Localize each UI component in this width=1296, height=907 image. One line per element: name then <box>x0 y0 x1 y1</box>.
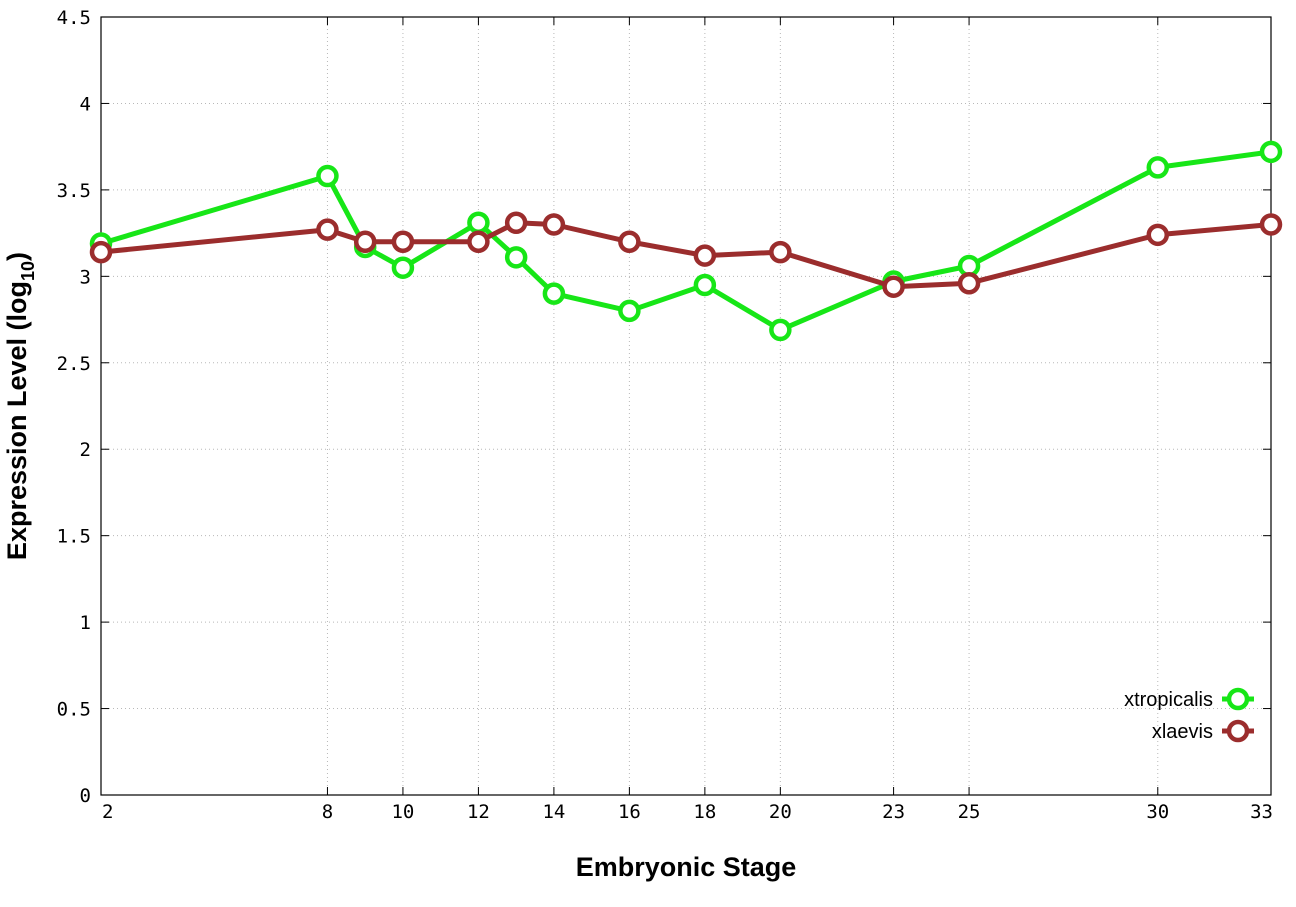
x-tick-label: 33 <box>1250 801 1273 823</box>
y-axis-title-subscript: 10 <box>18 261 38 281</box>
y-tick-label: 3.5 <box>57 180 91 202</box>
data-point-xlaevis <box>1259 213 1283 236</box>
y-axis-title: Expression Level (log10) <box>2 252 38 560</box>
data-point-xlaevis <box>353 230 377 254</box>
data-point-xtropicalis <box>504 246 528 269</box>
x-tick-label: 14 <box>542 801 565 823</box>
data-point-xlaevis <box>391 230 415 254</box>
y-tick-label: 2.5 <box>57 353 91 375</box>
x-tick-label: 20 <box>769 801 792 823</box>
data-point-xlaevis <box>957 271 981 295</box>
x-tick-label: 2 <box>102 801 113 823</box>
data-point-xtropicalis <box>316 164 339 188</box>
data-point-xlaevis <box>542 213 566 236</box>
x-axis-title: Embryonic Stage <box>576 852 797 882</box>
data-point-xlaevis <box>882 275 905 298</box>
data-point-xlaevis <box>316 218 339 241</box>
x-tick-label: 16 <box>618 801 641 823</box>
y-tick-label: 1 <box>80 612 91 634</box>
y-tick-label: 2 <box>80 439 91 461</box>
y-axis-title-main: Expression Level (log <box>2 281 32 560</box>
data-point-xlaevis <box>618 230 641 254</box>
data-point-xtropicalis <box>693 273 717 297</box>
series-xlaevis <box>89 211 1283 298</box>
legend-marker-swatch <box>1226 687 1250 711</box>
y-tick-label: 4 <box>80 93 91 115</box>
axis-ticks: 0 0.5 1 1.5 2 2.5 3 3.5 4 4.5 2 8 10 12 14 16 18 20 23 25 30… <box>57 7 1273 823</box>
series-line-xtropicalis <box>100 149 1272 333</box>
data-point-xtropicalis <box>391 256 415 279</box>
legend: xtropicalis xlaevis <box>1124 687 1254 743</box>
plot-frame <box>100 16 1272 796</box>
x-tick-label: 8 <box>322 801 333 823</box>
data-point-xlaevis <box>1146 223 1170 247</box>
data-point-xtropicalis <box>467 211 490 234</box>
x-tick-label: 23 <box>882 801 905 823</box>
data-point-xlaevis <box>769 240 792 264</box>
x-tick-label: 12 <box>467 801 490 823</box>
x-tick-label: 25 <box>958 801 981 823</box>
series-xtropicalis <box>89 140 1283 342</box>
series-group <box>89 140 1283 342</box>
y-tick-label: 1.5 <box>57 526 91 548</box>
legend-label: xtropicalis <box>1124 689 1213 711</box>
data-point-xtropicalis <box>1259 140 1283 164</box>
data-point-xlaevis <box>89 240 113 264</box>
x-tick-label: 18 <box>693 801 716 823</box>
data-point-xlaevis <box>693 244 717 267</box>
data-point-xtropicalis <box>769 318 792 342</box>
legend-marker-swatch <box>1226 719 1250 743</box>
data-point-xlaevis <box>467 230 490 254</box>
x-tick-label: 10 <box>391 801 414 823</box>
data-point-xlaevis <box>504 211 528 234</box>
grid <box>101 17 1271 795</box>
y-tick-label: 3 <box>80 266 91 288</box>
y-axis-title-suffix: ) <box>2 252 32 261</box>
legend-label: xlaevis <box>1152 721 1213 743</box>
series-line-xlaevis <box>100 220 1272 290</box>
y-tick-label: 0.5 <box>57 699 91 721</box>
legend-item-xlaevis: xlaevis <box>1152 719 1254 743</box>
data-point-xtropicalis <box>618 299 641 323</box>
x-tick-label: 30 <box>1146 801 1169 823</box>
data-point-xtropicalis <box>1146 156 1170 179</box>
y-tick-label: 4.5 <box>57 7 91 29</box>
data-point-xtropicalis <box>542 282 566 305</box>
legend-item-xtropicalis: xtropicalis <box>1124 687 1254 711</box>
y-tick-label: 0 <box>80 785 91 807</box>
